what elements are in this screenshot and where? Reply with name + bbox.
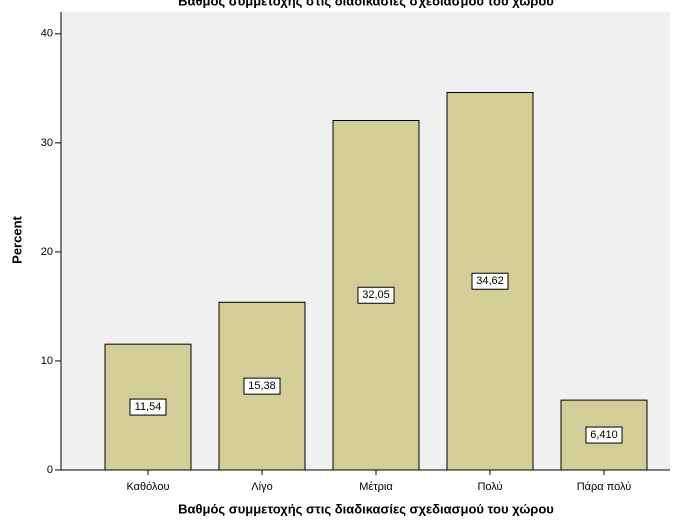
value-label-box <box>243 377 281 395</box>
chart-title: Βαθμός συμμετοχής στις διαδικασίες σχεδι… <box>178 0 554 8</box>
y-axis-label: Percent <box>9 215 24 263</box>
value-label: 32,05 <box>362 289 390 301</box>
value-label-box <box>585 426 623 444</box>
y-tick-label: 40 <box>41 28 53 40</box>
value-label: 6,410 <box>590 429 618 441</box>
value-label-box <box>357 286 395 304</box>
x-tick-label: Καθόλου <box>126 481 169 493</box>
x-tick-label: Μέτρια <box>359 481 393 493</box>
x-tick-label: Πολύ <box>477 481 502 493</box>
y-tick-label: 10 <box>41 355 53 367</box>
value-label: 15,38 <box>248 380 276 392</box>
x-tick-label: Λίγο <box>251 481 272 493</box>
x-axis-label: Βαθμός συμμετοχής στις διαδικασίες σχεδι… <box>178 501 554 516</box>
y-tick-label: 20 <box>41 246 53 258</box>
y-tick-label: 30 <box>41 137 53 149</box>
value-label-box <box>471 272 509 290</box>
x-tick-label: Πάρα πολύ <box>577 481 632 493</box>
y-tick-label: 0 <box>47 464 53 476</box>
value-label: 11,54 <box>135 401 162 413</box>
value-label-box <box>129 398 167 416</box>
value-label: 34,62 <box>476 275 504 287</box>
